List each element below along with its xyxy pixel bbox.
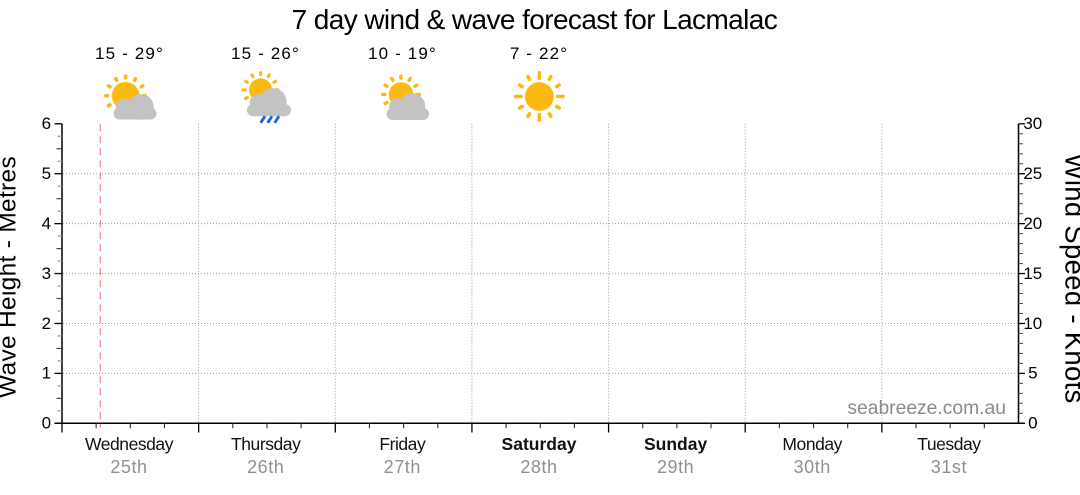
svg-text:3: 3 <box>42 264 51 283</box>
svg-text:1: 1 <box>42 364 51 383</box>
svg-text:Wednesday: Wednesday <box>85 434 174 454</box>
svg-text:seabreeze.com.au: seabreeze.com.au <box>847 398 1006 419</box>
svg-text:6: 6 <box>42 114 51 133</box>
svg-text:2: 2 <box>42 314 51 333</box>
svg-text:30: 30 <box>1023 114 1042 133</box>
svg-text:0: 0 <box>1028 414 1037 433</box>
svg-text:10: 10 <box>1023 314 1042 333</box>
svg-text:0: 0 <box>42 414 51 433</box>
svg-text:Friday: Friday <box>379 434 426 454</box>
svg-text:30th: 30th <box>794 457 831 477</box>
svg-text:4: 4 <box>42 214 51 233</box>
svg-text:Saturday: Saturday <box>502 434 577 454</box>
svg-text:31st: 31st <box>931 457 967 477</box>
svg-text:29th: 29th <box>657 457 694 477</box>
svg-text:25th: 25th <box>110 457 147 477</box>
svg-text:7 day wind & wave forecast for: 7 day wind & wave forecast for Lacmalac <box>292 4 778 35</box>
svg-text:15 - 26°: 15 - 26° <box>231 44 300 63</box>
svg-text:Sunday: Sunday <box>644 434 707 454</box>
svg-text:28th: 28th <box>520 457 557 477</box>
svg-text:27th: 27th <box>384 457 421 477</box>
svg-text:20: 20 <box>1023 214 1042 233</box>
svg-text:15: 15 <box>1023 264 1042 283</box>
svg-text:Monday: Monday <box>782 434 842 454</box>
svg-text:Wind Speed - Knots: Wind Speed - Knots <box>1060 154 1080 404</box>
svg-text:7 - 22°: 7 - 22° <box>510 44 568 63</box>
svg-text:26th: 26th <box>247 457 284 477</box>
svg-text:Wave Height - Metres: Wave Height - Metres <box>0 156 22 398</box>
svg-text:5: 5 <box>42 164 51 183</box>
svg-text:Thursday: Thursday <box>231 434 301 454</box>
svg-text:15 - 29°: 15 - 29° <box>95 44 164 63</box>
svg-text:Tuesday: Tuesday <box>917 434 981 454</box>
svg-text:10 - 19°: 10 - 19° <box>368 44 437 63</box>
svg-text:5: 5 <box>1028 364 1037 383</box>
svg-text:25: 25 <box>1023 164 1042 183</box>
